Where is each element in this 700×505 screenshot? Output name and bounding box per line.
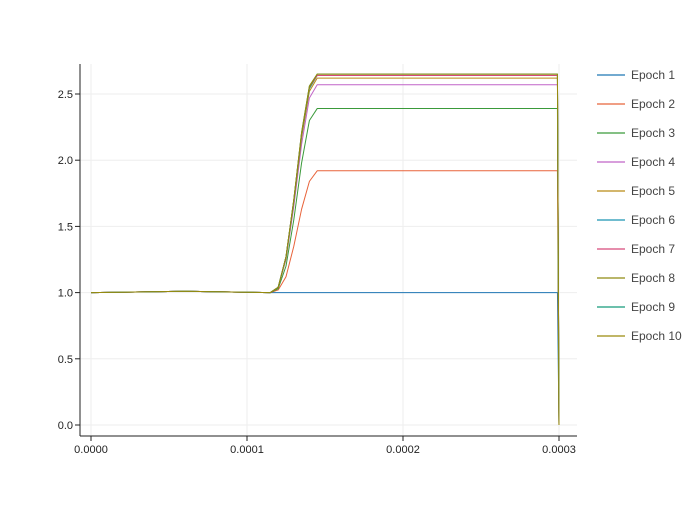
y-tick-label: 0.0 <box>58 420 73 432</box>
series-line-epoch-1 <box>90 290 560 426</box>
series-line-epoch-7 <box>90 74 560 426</box>
legend-item-epoch-10[interactable]: Epoch 10 <box>597 329 682 343</box>
x-tick-label: 0.0002 <box>386 444 420 456</box>
legend: Epoch 1 Epoch 2 Epoch 3 Epoch 4 Epoch 5 Epoch… <box>597 68 682 343</box>
x-tick-label: 0.0001 <box>230 444 264 456</box>
legend-label: Epoch 5 <box>631 184 675 198</box>
legend-label: Epoch 8 <box>631 271 675 285</box>
legend-item-epoch-7[interactable]: Epoch 7 <box>597 242 675 256</box>
legend-item-epoch-8[interactable]: Epoch 8 <box>597 271 675 285</box>
grid <box>80 64 577 436</box>
y-tick-label: 2.0 <box>58 155 73 167</box>
legend-label: Epoch 6 <box>631 213 675 227</box>
y-tick-label: 0.5 <box>58 354 73 366</box>
series-line-epoch-3 <box>90 108 560 426</box>
legend-label: Epoch 7 <box>631 242 675 256</box>
legend-item-epoch-2[interactable]: Epoch 2 <box>597 97 675 111</box>
series-line-epoch-5 <box>90 77 560 426</box>
legend-label: Epoch 10 <box>631 329 682 343</box>
legend-item-epoch-6[interactable]: Epoch 6 <box>597 213 675 227</box>
legend-label: Epoch 1 <box>631 68 675 82</box>
legend-label: Epoch 4 <box>631 155 675 169</box>
axes <box>75 64 577 441</box>
series-lines <box>90 73 560 426</box>
series-line-epoch-6 <box>90 74 560 426</box>
y-tick-label: 1.5 <box>58 221 73 233</box>
legend-item-epoch-4[interactable]: Epoch 4 <box>597 155 675 169</box>
legend-item-epoch-9[interactable]: Epoch 9 <box>597 300 675 314</box>
tick-labels: 0.0000 0.0001 0.0002 0.0003 0.0 0.5 1.0 1.5 2.0 2… <box>58 89 576 456</box>
legend-label: Epoch 9 <box>631 300 675 314</box>
x-tick-label: 0.0003 <box>542 444 576 456</box>
series-line-epoch-2 <box>90 170 560 426</box>
legend-label: Epoch 2 <box>631 97 675 111</box>
series-line-epoch-10 <box>90 73 560 426</box>
series-line-epoch-9 <box>90 73 560 426</box>
x-tick-label: 0.0000 <box>74 444 108 456</box>
y-tick-label: 1.0 <box>58 288 73 300</box>
legend-label: Epoch 3 <box>631 126 675 140</box>
legend-item-epoch-5[interactable]: Epoch 5 <box>597 184 675 198</box>
y-tick-label: 2.5 <box>58 89 73 101</box>
legend-item-epoch-1[interactable]: Epoch 1 <box>597 68 675 82</box>
series-line-epoch-4 <box>90 84 560 426</box>
legend-item-epoch-3[interactable]: Epoch 3 <box>597 126 675 140</box>
series-line-epoch-8 <box>90 73 560 426</box>
